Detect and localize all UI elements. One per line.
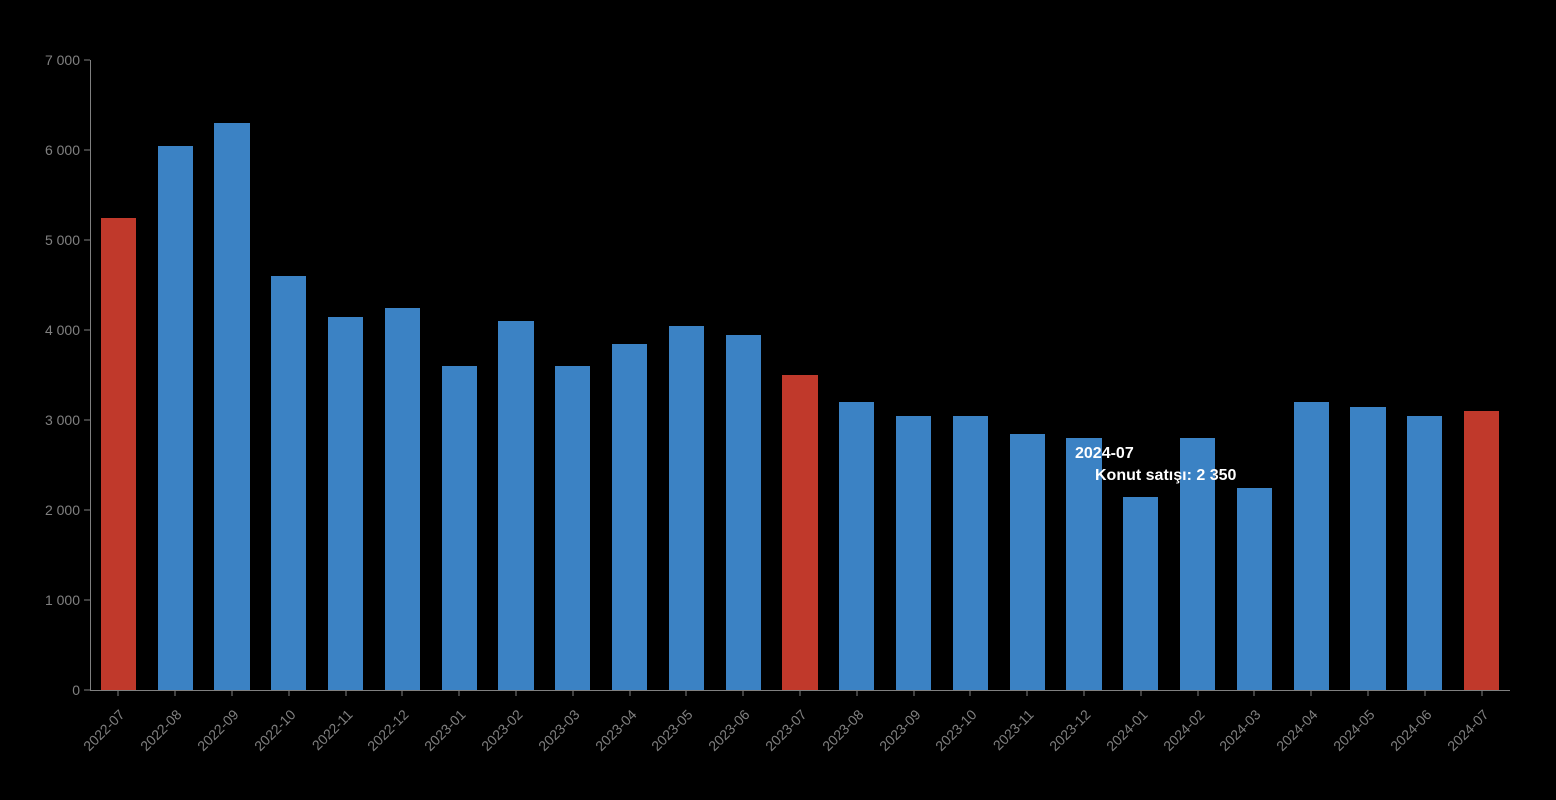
y-tick-label: 0: [10, 682, 80, 698]
y-tick-label: 4 000: [10, 322, 80, 338]
bar[interactable]: [726, 335, 761, 691]
x-tick-label: 2023-12: [1046, 706, 1094, 754]
x-tick-label: 2024-07: [1444, 706, 1492, 754]
x-tick-label: 2022-10: [251, 706, 299, 754]
y-tick-label: 1 000: [10, 592, 80, 608]
bar[interactable]: [612, 344, 647, 691]
bar[interactable]: [953, 416, 988, 691]
bar[interactable]: [158, 146, 193, 691]
y-tick-label: 2 000: [10, 502, 80, 518]
x-tick-label: 2024-01: [1103, 706, 1151, 754]
bar[interactable]: [896, 416, 931, 691]
bar[interactable]: [1123, 497, 1158, 691]
x-tick-label: 2023-09: [876, 706, 924, 754]
x-tick-label: 2024-06: [1387, 706, 1435, 754]
plot-area: [90, 60, 1510, 690]
x-tick-label: 2023-10: [932, 706, 980, 754]
x-tick-label: 2024-04: [1273, 706, 1321, 754]
x-tick-label: 2022-08: [137, 706, 185, 754]
tooltip-series-label: Konut satışı: [1095, 467, 1187, 485]
x-tick-label: 2023-02: [478, 706, 526, 754]
y-tick-label: 5 000: [10, 232, 80, 248]
x-axis-line: [90, 690, 1510, 691]
y-tick-label: 6 000: [10, 142, 80, 158]
bar[interactable]: [782, 375, 817, 690]
x-tick-label: 2023-01: [421, 706, 469, 754]
bar[interactable]: [385, 308, 420, 691]
bar[interactable]: [1464, 411, 1499, 690]
x-tick-label: 2023-07: [762, 706, 810, 754]
bar[interactable]: [214, 123, 249, 690]
bar[interactable]: [101, 218, 136, 691]
x-tick-label: 2023-05: [648, 706, 696, 754]
x-tick-label: 2023-03: [535, 706, 583, 754]
bar-chart: 0 1 000 2 000 3 000 4 000 5 000 6 000 7 000 202…: [0, 0, 1556, 800]
x-tick-label: 2023-06: [705, 706, 753, 754]
tooltip-value: 2 350: [1196, 467, 1236, 485]
bar[interactable]: [1407, 416, 1442, 691]
x-tick-label: 2022-09: [194, 706, 242, 754]
bar[interactable]: [498, 321, 533, 690]
tooltip: 2024-07 Konut satışı : 2 350: [1075, 445, 1236, 485]
y-tick-label: 3 000: [10, 412, 80, 428]
bar[interactable]: [1350, 407, 1385, 691]
x-tick-label: 2023-11: [990, 706, 1037, 753]
bar[interactable]: [1010, 434, 1045, 691]
tooltip-title: 2024-07: [1075, 445, 1236, 463]
bar[interactable]: [839, 402, 874, 690]
bar[interactable]: [271, 276, 306, 690]
bar[interactable]: [669, 326, 704, 691]
bar[interactable]: [328, 317, 363, 691]
tooltip-separator: :: [1187, 467, 1197, 485]
x-tick-label: 2022-12: [364, 706, 412, 754]
bar[interactable]: [1294, 402, 1329, 690]
x-tick-label: 2022-07: [80, 706, 128, 754]
bar[interactable]: [442, 366, 477, 690]
x-tick-label: 2023-08: [819, 706, 867, 754]
x-tick-label: 2022-11: [308, 706, 355, 753]
x-tick-label: 2024-03: [1216, 706, 1264, 754]
tooltip-swatch-icon: [1075, 469, 1089, 483]
x-tick-label: 2024-02: [1160, 706, 1208, 754]
x-tick-label: 2024-05: [1330, 706, 1378, 754]
y-axis-line: [90, 60, 91, 690]
bar[interactable]: [555, 366, 590, 690]
tooltip-value-line: Konut satışı : 2 350: [1075, 467, 1236, 485]
bar[interactable]: [1237, 488, 1272, 691]
x-tick-label: 2023-04: [592, 706, 640, 754]
y-tick-label: 7 000: [10, 52, 80, 68]
